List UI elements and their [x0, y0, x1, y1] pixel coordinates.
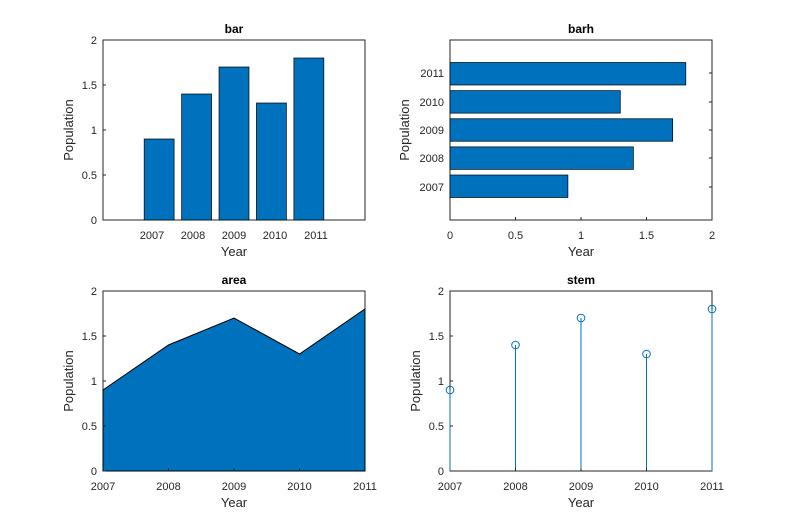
area-x-tick-label: 2007 [91, 481, 115, 493]
stem-marker [511, 340, 520, 350]
area-x-axis-label: Year [221, 495, 248, 510]
bar-mark [293, 57, 325, 221]
stem-y-tick-label: 1.5 [429, 331, 444, 343]
stem-x-tick-label: 2008 [503, 481, 527, 493]
stem-marker [642, 349, 651, 359]
bar-y-axis-label: Population [61, 99, 76, 160]
bar-x-tick-label: 2010 [263, 230, 287, 242]
area-fill [102, 308, 366, 472]
stem-x-ticks: 2007 2008 2009 2010 2011 [438, 468, 724, 493]
area-x-tick-label: 2010 [287, 481, 311, 493]
area-x-tick-label: 2008 [156, 481, 180, 493]
area-x-ticks: 2007 2008 2009 2010 2011 [91, 468, 377, 493]
barh-y-ticks: 2007 2008 2009 2010 2011 [420, 68, 712, 194]
bar-chart-title: bar [225, 22, 244, 36]
barh-x-ticks: 0 0.5 1 1.5 2 [447, 217, 715, 242]
barh-x-axis-label: Year [568, 244, 595, 259]
barh-x-tick-label: 0 [447, 230, 453, 242]
barh-x-tick-label: 1.5 [639, 230, 654, 242]
bar-mark [143, 138, 175, 221]
stem-y-axis-label: Population [408, 350, 423, 411]
stem-marker [576, 313, 586, 323]
barh-y-tick-label: 2011 [420, 68, 444, 80]
stem-y-tick-label: 0.5 [429, 421, 444, 433]
bar-x-ticks: 2007 2008 2009 2010 2011 [140, 230, 328, 242]
bar-mark [181, 93, 212, 221]
stem-marker [707, 304, 717, 314]
stem-y-tick-label: 2 [438, 286, 444, 298]
area-y-tick-label: 0 [91, 466, 97, 478]
barh-y-tick-label: 2007 [420, 182, 444, 194]
bar-bars [143, 57, 325, 221]
barh-chart-title: barh [568, 22, 594, 36]
bar-y-tick-label: 1 [91, 125, 97, 137]
barh-mark [449, 62, 687, 86]
bar-x-tick-label: 2011 [304, 230, 328, 242]
bar-y-tick-label: 0.5 [82, 170, 97, 182]
bar-mark [218, 66, 250, 221]
stem-x-tick-label: 2010 [634, 481, 658, 493]
area-y-tick-label: 0.5 [82, 421, 97, 433]
bar-x-axis-label: Year [221, 244, 248, 259]
barh-x-tick-label: 2 [709, 230, 715, 242]
stem-y-ticks: 0 0.5 1 1.5 2 [429, 286, 453, 478]
area-y-ticks: 0 0.5 1 1.5 2 [82, 286, 106, 478]
barh-mark [449, 118, 674, 142]
area-y-axis-label: Population [61, 350, 76, 411]
bar-x-tick-label: 2008 [181, 230, 205, 242]
barh-chart-panel: barh 2007 2008 2009 2010 2011 0 [397, 22, 715, 259]
bar-y-tick-label: 2 [91, 35, 97, 47]
area-y-tick-label: 2 [91, 286, 97, 298]
stem-marker [445, 385, 455, 395]
area-chart-panel: area 0 0.5 1 1.5 2 2007 2008 2009 2010 2… [61, 273, 377, 510]
stem-x-axis-label: Year [568, 495, 595, 510]
barh-y-tick-label: 2010 [420, 97, 444, 109]
barh-mark [449, 146, 634, 170]
stem-y-tick-label: 0 [438, 466, 444, 478]
barh-y-tick-label: 2009 [420, 125, 444, 137]
area-y-tick-label: 1 [91, 376, 97, 388]
stem-chart-panel: stem 0 0.5 1 1.5 2 [408, 273, 724, 510]
stem-x-tick-label: 2009 [569, 481, 593, 493]
bar-y-ticks: 0 0.5 1 1.5 2 [82, 35, 106, 227]
barh-bars [449, 62, 687, 198]
barh-y-tick-label: 2008 [420, 153, 444, 165]
stem-x-tick-label: 2011 [700, 481, 724, 493]
barh-mark [449, 174, 569, 198]
bar-chart-panel: bar 0 0.5 1 1.5 2 2007 2008 2009 2010 20… [61, 22, 366, 259]
stem-marks [445, 304, 717, 471]
area-x-tick-label: 2009 [222, 481, 246, 493]
barh-x-tick-label: 0.5 [508, 230, 523, 242]
area-x-tick-label: 2011 [353, 481, 377, 493]
bar-x-tick-label: 2007 [140, 230, 164, 242]
bar-y-tick-label: 0 [91, 215, 97, 227]
bar-mark [256, 102, 287, 221]
area-chart-title: area [222, 273, 247, 287]
stem-x-tick-label: 2007 [438, 481, 462, 493]
area-y-tick-label: 1.5 [82, 331, 97, 343]
barh-y-axis-label: Population [397, 99, 412, 160]
bar-y-tick-label: 1.5 [82, 80, 97, 92]
stem-chart-title: stem [567, 273, 595, 287]
bar-x-tick-label: 2009 [222, 230, 246, 242]
barh-x-tick-label: 1 [578, 230, 584, 242]
stem-y-tick-label: 1 [438, 376, 444, 388]
barh-mark [449, 90, 621, 114]
